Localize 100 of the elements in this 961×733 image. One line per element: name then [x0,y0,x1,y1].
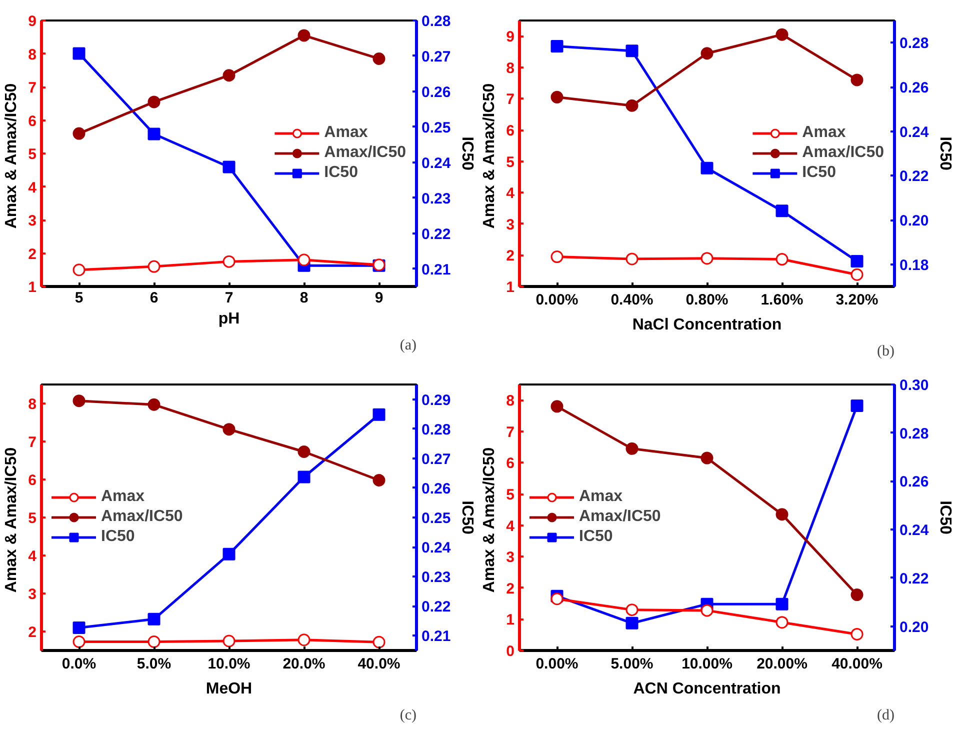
x-tick-label: 10.00% [682,656,732,672]
y2-tick-label: 0.30 [900,377,929,394]
legend-label: Amax/IC50 [101,508,183,526]
y2-tick-label: 0.22 [900,570,929,588]
y-tick-label: 6 [28,472,36,489]
text: (b) [877,344,895,360]
x-tick-label: 40.00% [832,656,882,672]
x-tick-label: 0.0% [62,656,96,672]
x-tick-label: 5.00% [610,656,654,672]
y2-tick-label: 0.24 [422,540,452,557]
x-tick-label: 5.0% [136,656,172,672]
x-tick-label: 20.0% [282,656,326,672]
y-axis-title: Amax & Amax/IC50 [3,447,20,593]
y-tick-label: 2 [506,580,514,598]
x-tick-label: 5 [74,290,84,306]
y2-tick-label: 0.22 [422,598,451,616]
y2-tick-label: 0.23 [422,569,451,586]
y-tick-label: 3 [28,586,36,603]
y2-tick-label: 0.27 [422,48,451,66]
y-tick-label: 7 [506,424,514,441]
x-tick-label: 8 [300,290,308,306]
y-axis-title: Amax & Amax/IC50 [481,447,498,593]
x-tick-label: 40.0% [358,656,400,672]
x-axis-title: MeOH [206,680,252,698]
y2-tick-label: 0.21 [422,628,451,646]
y2-tick-label: 0.25 [422,510,451,527]
text: (d) [877,708,895,724]
x-axis-title: ACN Concentration [633,680,781,698]
y2-tick-label: 0.22 [422,226,451,243]
y-tick-label: 3 [506,216,514,234]
x-tick-label: 9 [374,290,384,306]
x-axis-title: pH [218,310,240,328]
y-tick-label: 8 [28,396,36,413]
x-tick-label: 20.00% [756,656,808,672]
y2-axis-title: IC50 [458,136,476,170]
y2-tick-label: 0.26 [900,80,929,96]
y2-tick-label: 0.26 [422,480,451,498]
legend-label: IC50 [101,528,135,546]
y2-tick-label: 0.28 [422,421,451,438]
x-tick-label: 1.60% [760,292,804,308]
legend-label: Amax [579,488,623,506]
legend-label: Amax [324,124,368,142]
legend-label: Amax [101,488,145,506]
text: (a) [400,338,417,354]
y2-tick-label: 0.24 [900,522,930,540]
x-tick-label: 0.00% [536,656,578,672]
y-tick-label: 6 [506,122,514,140]
legend-label: IC50 [802,164,836,182]
y2-tick-label: 0.21 [422,261,451,278]
y-tick-label: 8 [28,46,36,64]
y-tick-label: 4 [28,179,38,196]
legend-label: Amax/IC50 [802,144,884,162]
y-tick-label: 4 [28,548,38,565]
y2-tick-label: 0.28 [422,13,451,30]
y-tick-label: 1 [506,279,514,296]
y-tick-label: 3 [28,212,36,230]
y-tick-label: 7 [28,434,36,451]
y-tick-label: 5 [506,154,514,171]
y2-axis-title: IC50 [936,500,954,534]
legend-label: Amax/IC50 [579,508,661,526]
y2-tick-label: 0.20 [900,618,929,636]
y2-tick-label: 0.26 [422,84,451,101]
y-tick-label: 0 [506,643,514,660]
y2-axis-title: IC50 [458,500,476,534]
y2-axis-title: IC50 [936,136,954,170]
y-axis-title: Amax & Amax/IC50 [481,83,498,229]
y-tick-label: 6 [28,112,36,130]
y2-tick-label: 0.23 [422,190,451,208]
y2-tick-label: 0.24 [422,154,452,172]
y-tick-label: 1 [28,279,36,296]
y-axis-title: Amax & Amax/IC50 [3,83,20,229]
y-tick-label: 8 [506,60,514,77]
legend-label: IC50 [324,164,358,182]
x-tick-label: 7 [224,290,234,306]
legend-label: IC50 [579,528,613,546]
y2-tick-label: 0.28 [900,425,929,442]
y-tick-label: 9 [506,28,514,46]
y-tick-label: 5 [28,146,36,163]
y2-tick-label: 0.20 [900,212,929,230]
y-tick-label: 5 [28,510,36,527]
legend-label: Amax/IC50 [324,144,406,162]
x-tick-label: 10.0% [208,656,250,672]
y2-tick-label: 0.24 [900,124,930,141]
y-tick-label: 7 [28,80,36,96]
y-tick-label: 2 [28,624,36,641]
legend-label: Amax [802,124,846,142]
y2-tick-label: 0.22 [900,168,929,186]
y-tick-label: 2 [506,248,514,265]
y-tick-label: 7 [506,91,514,108]
x-tick-label: 0.40% [610,292,654,308]
y-tick-label: 9 [28,13,36,30]
y-tick-label: 5 [506,486,514,504]
y2-tick-label: 0.25 [422,119,451,136]
y-tick-label: 2 [28,246,36,263]
x-axis-title: NaCl Concentration [632,316,782,334]
y-tick-label: 6 [506,455,514,472]
x-tick-label: 0.80% [686,292,728,308]
y2-tick-label: 0.26 [900,474,929,491]
text: (c) [400,708,417,724]
y2-tick-label: 0.28 [900,35,929,52]
